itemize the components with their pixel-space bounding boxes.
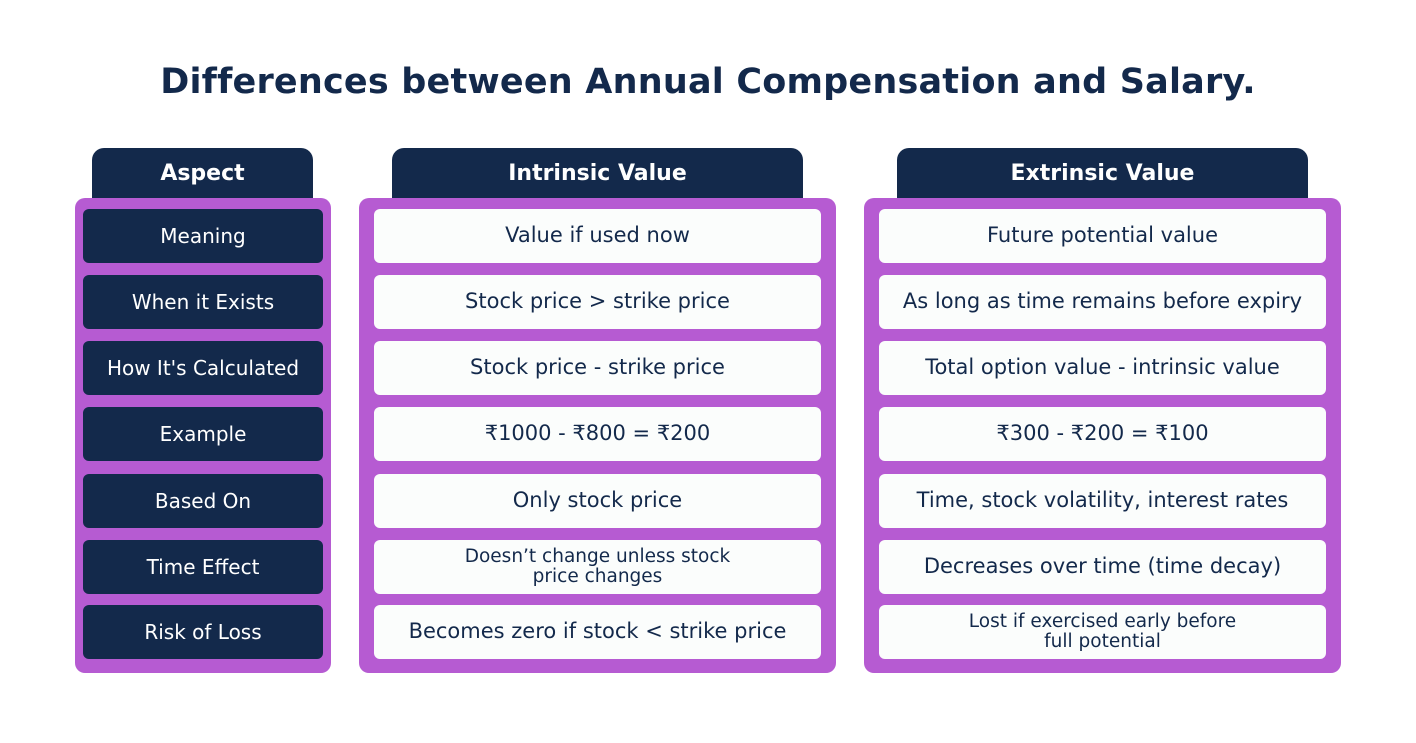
intrinsic-cell-based-on: Only stock price [374,474,821,528]
intrinsic-cell-how-calculated: Stock price - strike price [374,341,821,395]
extrinsic-column: Extrinsic Value Future potential value A… [864,148,1341,673]
extrinsic-cell-meaning: Future potential value [879,209,1326,263]
intrinsic-cell-when-it-exists: Stock price > strike price [374,275,821,329]
aspect-body: Meaning When it Exists How It's Calculat… [75,198,331,673]
intrinsic-cell-risk-of-loss: Becomes zero if stock < strike price [374,605,821,659]
extrinsic-cell-risk-of-loss: Lost if exercised early before full pote… [879,605,1326,659]
extrinsic-cell-time-effect: Decreases over time (time decay) [879,540,1326,594]
aspect-cell-how-calculated: How It's Calculated [83,341,323,395]
intrinsic-time-effect-line-1: Doesn’t change unless stock [464,545,731,567]
extrinsic-cell-how-calculated: Total option value - intrinsic value [879,341,1326,395]
extrinsic-body: Future potential value As long as time r… [864,198,1341,673]
page-title: Differences between Annual Compensation … [160,62,1256,102]
extrinsic-risk-line-2: full potential [1044,631,1161,652]
intrinsic-time-effect-line-2: price changes [532,566,663,587]
aspect-cell-based-on: Based On [83,474,323,528]
aspect-cell-meaning: Meaning [83,209,323,263]
intrinsic-cell-meaning: Value if used now [374,209,821,263]
extrinsic-cell-example: ₹300 - ₹200 = ₹100 [879,407,1326,461]
intrinsic-body: Value if used now Stock price > strike p… [359,198,836,673]
extrinsic-cell-when-it-exists: As long as time remains before expiry [879,275,1326,329]
aspect-cell-time-effect: Time Effect [83,540,323,594]
aspect-column: Aspect Meaning When it Exists How It's C… [75,148,331,673]
extrinsic-risk-line-1: Lost if exercised early before [968,610,1237,632]
aspect-cell-risk-of-loss: Risk of Loss [83,605,323,659]
aspect-cell-when-it-exists: When it Exists [83,275,323,329]
intrinsic-cell-time-effect: Doesn’t change unless stock price change… [374,540,821,594]
intrinsic-column: Intrinsic Value Value if used now Stock … [359,148,836,673]
aspect-cell-example: Example [83,407,323,461]
extrinsic-cell-based-on: Time, stock volatility, interest rates [879,474,1326,528]
intrinsic-cell-example: ₹1000 - ₹800 = ₹200 [374,407,821,461]
